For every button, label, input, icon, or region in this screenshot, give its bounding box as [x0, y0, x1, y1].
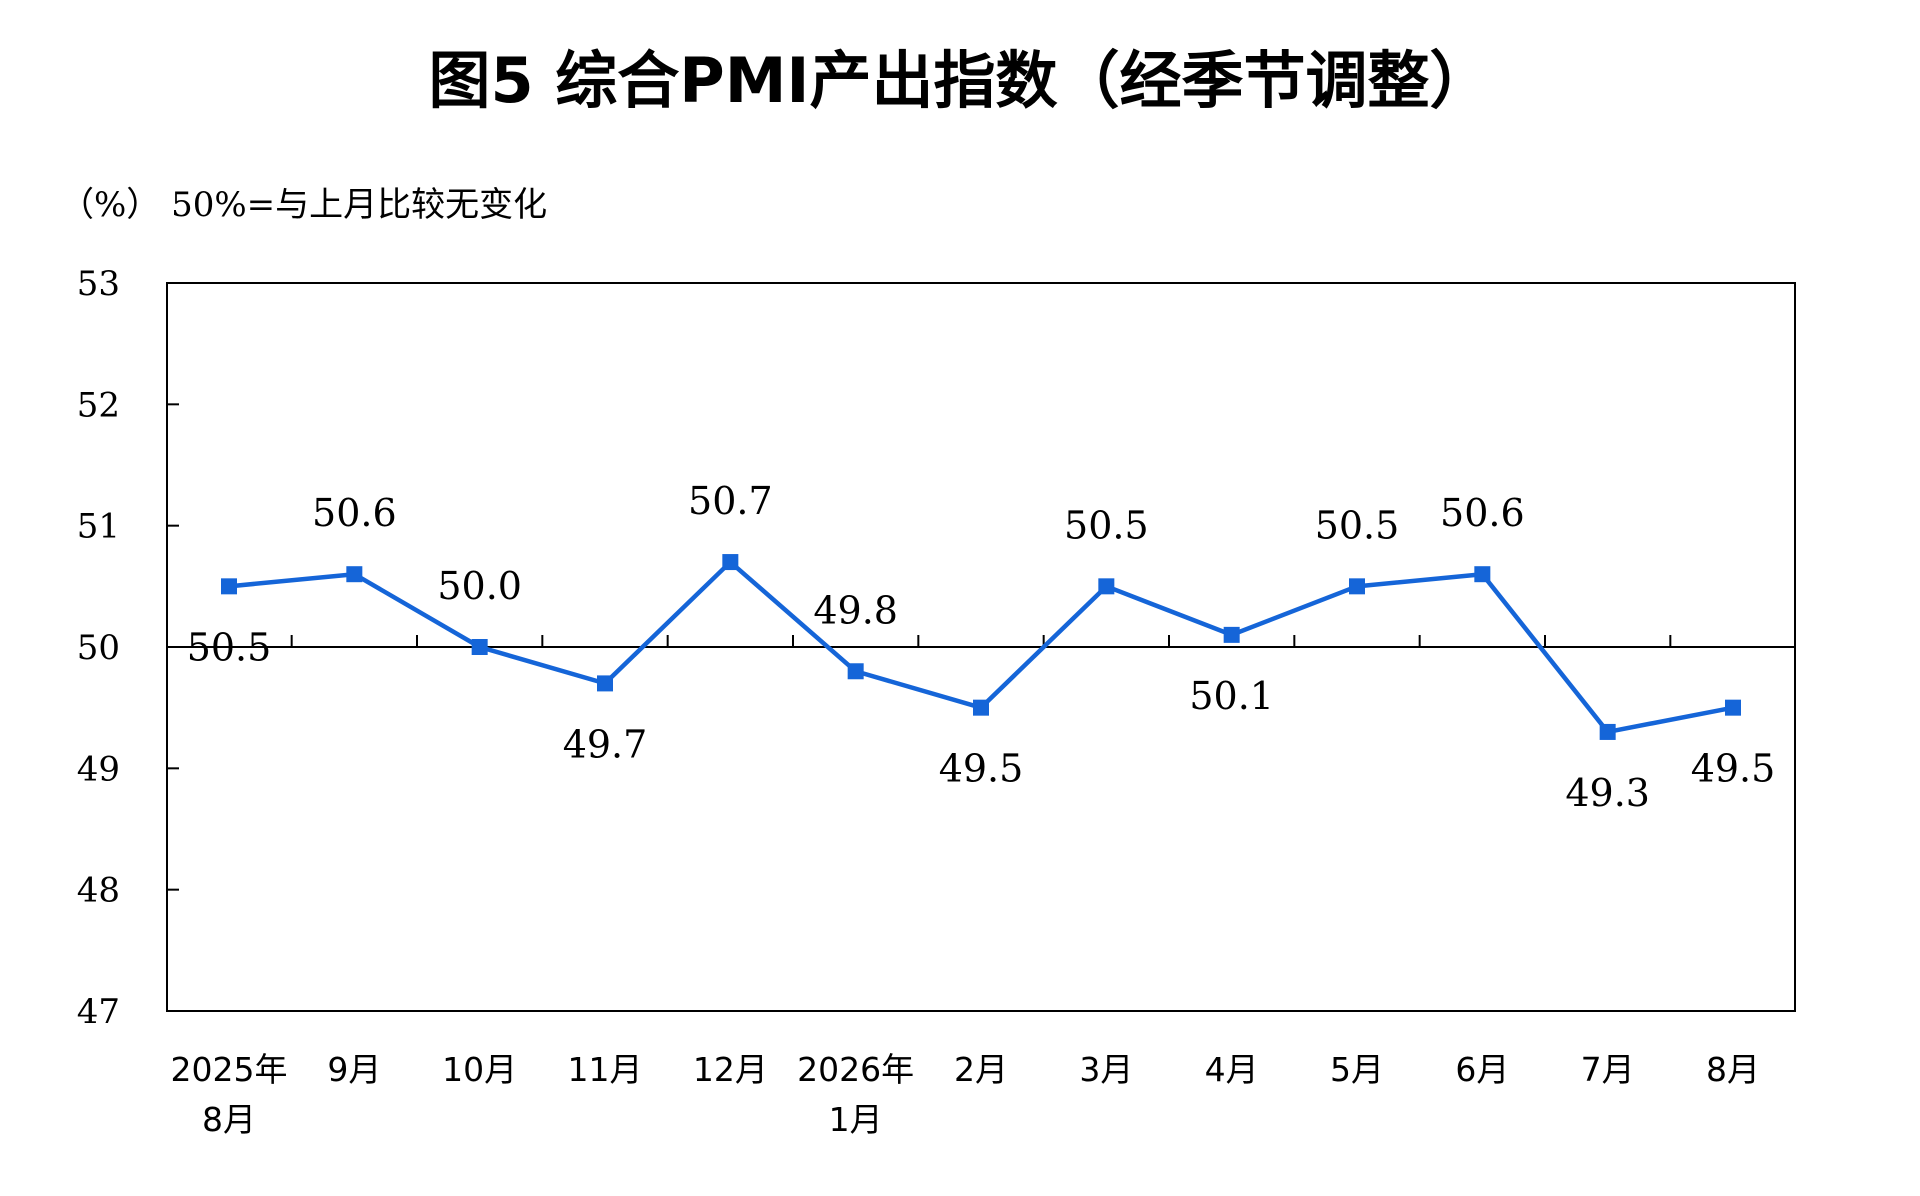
- data-point: [722, 554, 739, 571]
- x-tick-label: 3月: [1079, 1050, 1133, 1089]
- x-tick-label: 2月: [954, 1050, 1008, 1089]
- y-tick-label: 50: [77, 628, 120, 668]
- data-point: [973, 699, 989, 716]
- chart-title: 图5 综合PMI产出指数（经季节调整）: [429, 44, 1492, 117]
- data-point: [1098, 578, 1115, 595]
- data-label: 49.5: [1691, 747, 1776, 791]
- data-point: [1223, 626, 1240, 643]
- x-tick-label: 11月: [568, 1050, 643, 1089]
- data-label: 50.5: [187, 625, 272, 669]
- data-point: [1474, 566, 1491, 583]
- data-label: 50.1: [1189, 674, 1274, 718]
- y-tick-label: 47: [77, 992, 120, 1032]
- data-label: 49.3: [1565, 771, 1650, 815]
- data-label: 50.6: [1440, 491, 1525, 535]
- data-label: 49.5: [939, 747, 1024, 791]
- x-tick-label: 12月: [693, 1050, 768, 1089]
- y-tick-label: 51: [77, 507, 120, 547]
- data-point: [221, 578, 237, 595]
- y-tick-label: 53: [77, 264, 120, 304]
- x-tick-label: 1月: [829, 1100, 883, 1139]
- data-label: 50.0: [437, 564, 522, 608]
- data-point: [597, 675, 613, 692]
- data-point: [1349, 578, 1365, 595]
- x-axis: 2025年 8月 9月 10月 11月 12月 2026年 1月 2月 3月 4月 5月 6月 7月 8月: [171, 1050, 1760, 1139]
- y-tick-label: 52: [77, 385, 120, 425]
- x-tick-label: 8月: [1706, 1050, 1760, 1089]
- x-tick-label: 8月: [202, 1100, 256, 1139]
- series: 50.5 50.6 50.0 49.7 50.7 49.8 49.5 50.5 50.1 50.5…: [187, 479, 1776, 815]
- data-point: [471, 639, 488, 655]
- data-label: 50.7: [688, 479, 773, 523]
- y-tick-label: 49: [77, 749, 120, 789]
- data-point: [1725, 699, 1741, 716]
- x-tick-label: 4月: [1205, 1050, 1259, 1089]
- x-tick-label: 2025年: [171, 1050, 288, 1089]
- data-label: 50.5: [1064, 503, 1149, 547]
- y-tick-label: 48: [77, 871, 120, 911]
- x-tick-label: 5月: [1330, 1050, 1384, 1089]
- data-label: 50.6: [312, 491, 397, 535]
- x-tick-label: 9月: [327, 1050, 381, 1089]
- x-tick-label: 6月: [1455, 1050, 1509, 1089]
- x-tick-label: 7月: [1581, 1050, 1635, 1089]
- data-point: [847, 663, 864, 680]
- data-label: 49.8: [813, 588, 898, 632]
- unit-note: （%） 50%=与上月比较无变化: [60, 185, 547, 225]
- data-label: 50.5: [1315, 503, 1400, 547]
- reference-line-group: [167, 635, 1795, 648]
- x-tick-label: 10月: [442, 1050, 517, 1089]
- x-tick-label: 2026年: [797, 1050, 914, 1089]
- data-label: 49.7: [563, 722, 648, 766]
- y-axis: 47 48 49 50 51 52 53: [77, 264, 179, 1032]
- data-point: [1599, 723, 1616, 740]
- data-point: [346, 566, 363, 583]
